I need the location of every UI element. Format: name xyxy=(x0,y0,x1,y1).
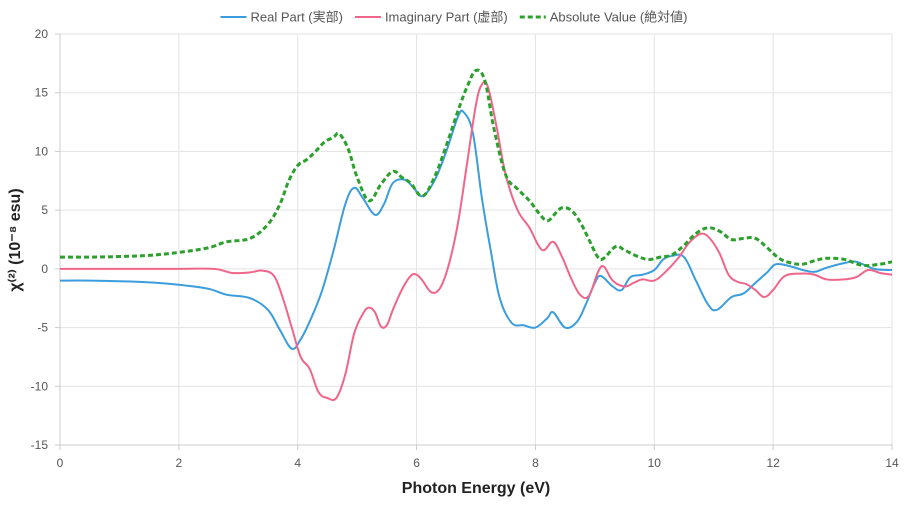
y-tick-label: -15 xyxy=(31,438,49,452)
x-tick-label: 14 xyxy=(885,456,899,470)
x-tick-label: 2 xyxy=(176,456,183,470)
y-tick-label: -5 xyxy=(37,321,48,335)
x-tick-label: 10 xyxy=(648,456,662,470)
y-tick-label: 10 xyxy=(35,144,49,158)
legend-item-imaginary-part[interactable]: Imaginary Part (虚部) xyxy=(354,10,508,25)
legend-label: Absolute Value (絶対値) xyxy=(550,10,688,25)
legend-item-absolute-value[interactable]: Absolute Value (絶対値) xyxy=(519,10,688,25)
x-tick-label: 8 xyxy=(532,456,539,470)
y-tick-labels: -15 -10 -5 0 5 10 15 20 xyxy=(31,27,49,452)
legend-label: Imaginary Part (虚部) xyxy=(385,10,508,25)
y-tick-label: 0 xyxy=(41,262,48,276)
y-tick-label: 15 xyxy=(35,86,49,100)
y-axis-title: χ⁽²⁾ (10⁻⁸ esu) xyxy=(7,188,24,291)
y-tick-label: 5 xyxy=(41,203,48,217)
absolute-value-line xyxy=(59,68,893,268)
x-tick-label: 0 xyxy=(57,456,64,470)
x-axis-title: Photon Energy (eV) xyxy=(402,480,550,497)
imaginary-part-line xyxy=(60,80,893,402)
x-tick-label: 4 xyxy=(294,456,301,470)
axes xyxy=(55,33,893,450)
x-tick-label: 6 xyxy=(413,456,420,470)
y-tick-label: -10 xyxy=(31,379,49,393)
real-part-line xyxy=(59,109,893,350)
legend-label: Real Part (実部) xyxy=(250,10,342,25)
legend-item-real-part[interactable]: Real Part (実部) xyxy=(220,10,343,25)
series-lines xyxy=(59,68,893,402)
legend[interactable]: Real Part (実部) Imaginary Part (虚部) Absolut… xyxy=(220,10,688,25)
x-tick-label: 12 xyxy=(766,456,780,470)
grid-lines xyxy=(59,33,893,446)
y-tick-label: 20 xyxy=(35,27,49,41)
x-tick-labels: 0 2 4 6 8 10 12 14 xyxy=(57,456,899,470)
